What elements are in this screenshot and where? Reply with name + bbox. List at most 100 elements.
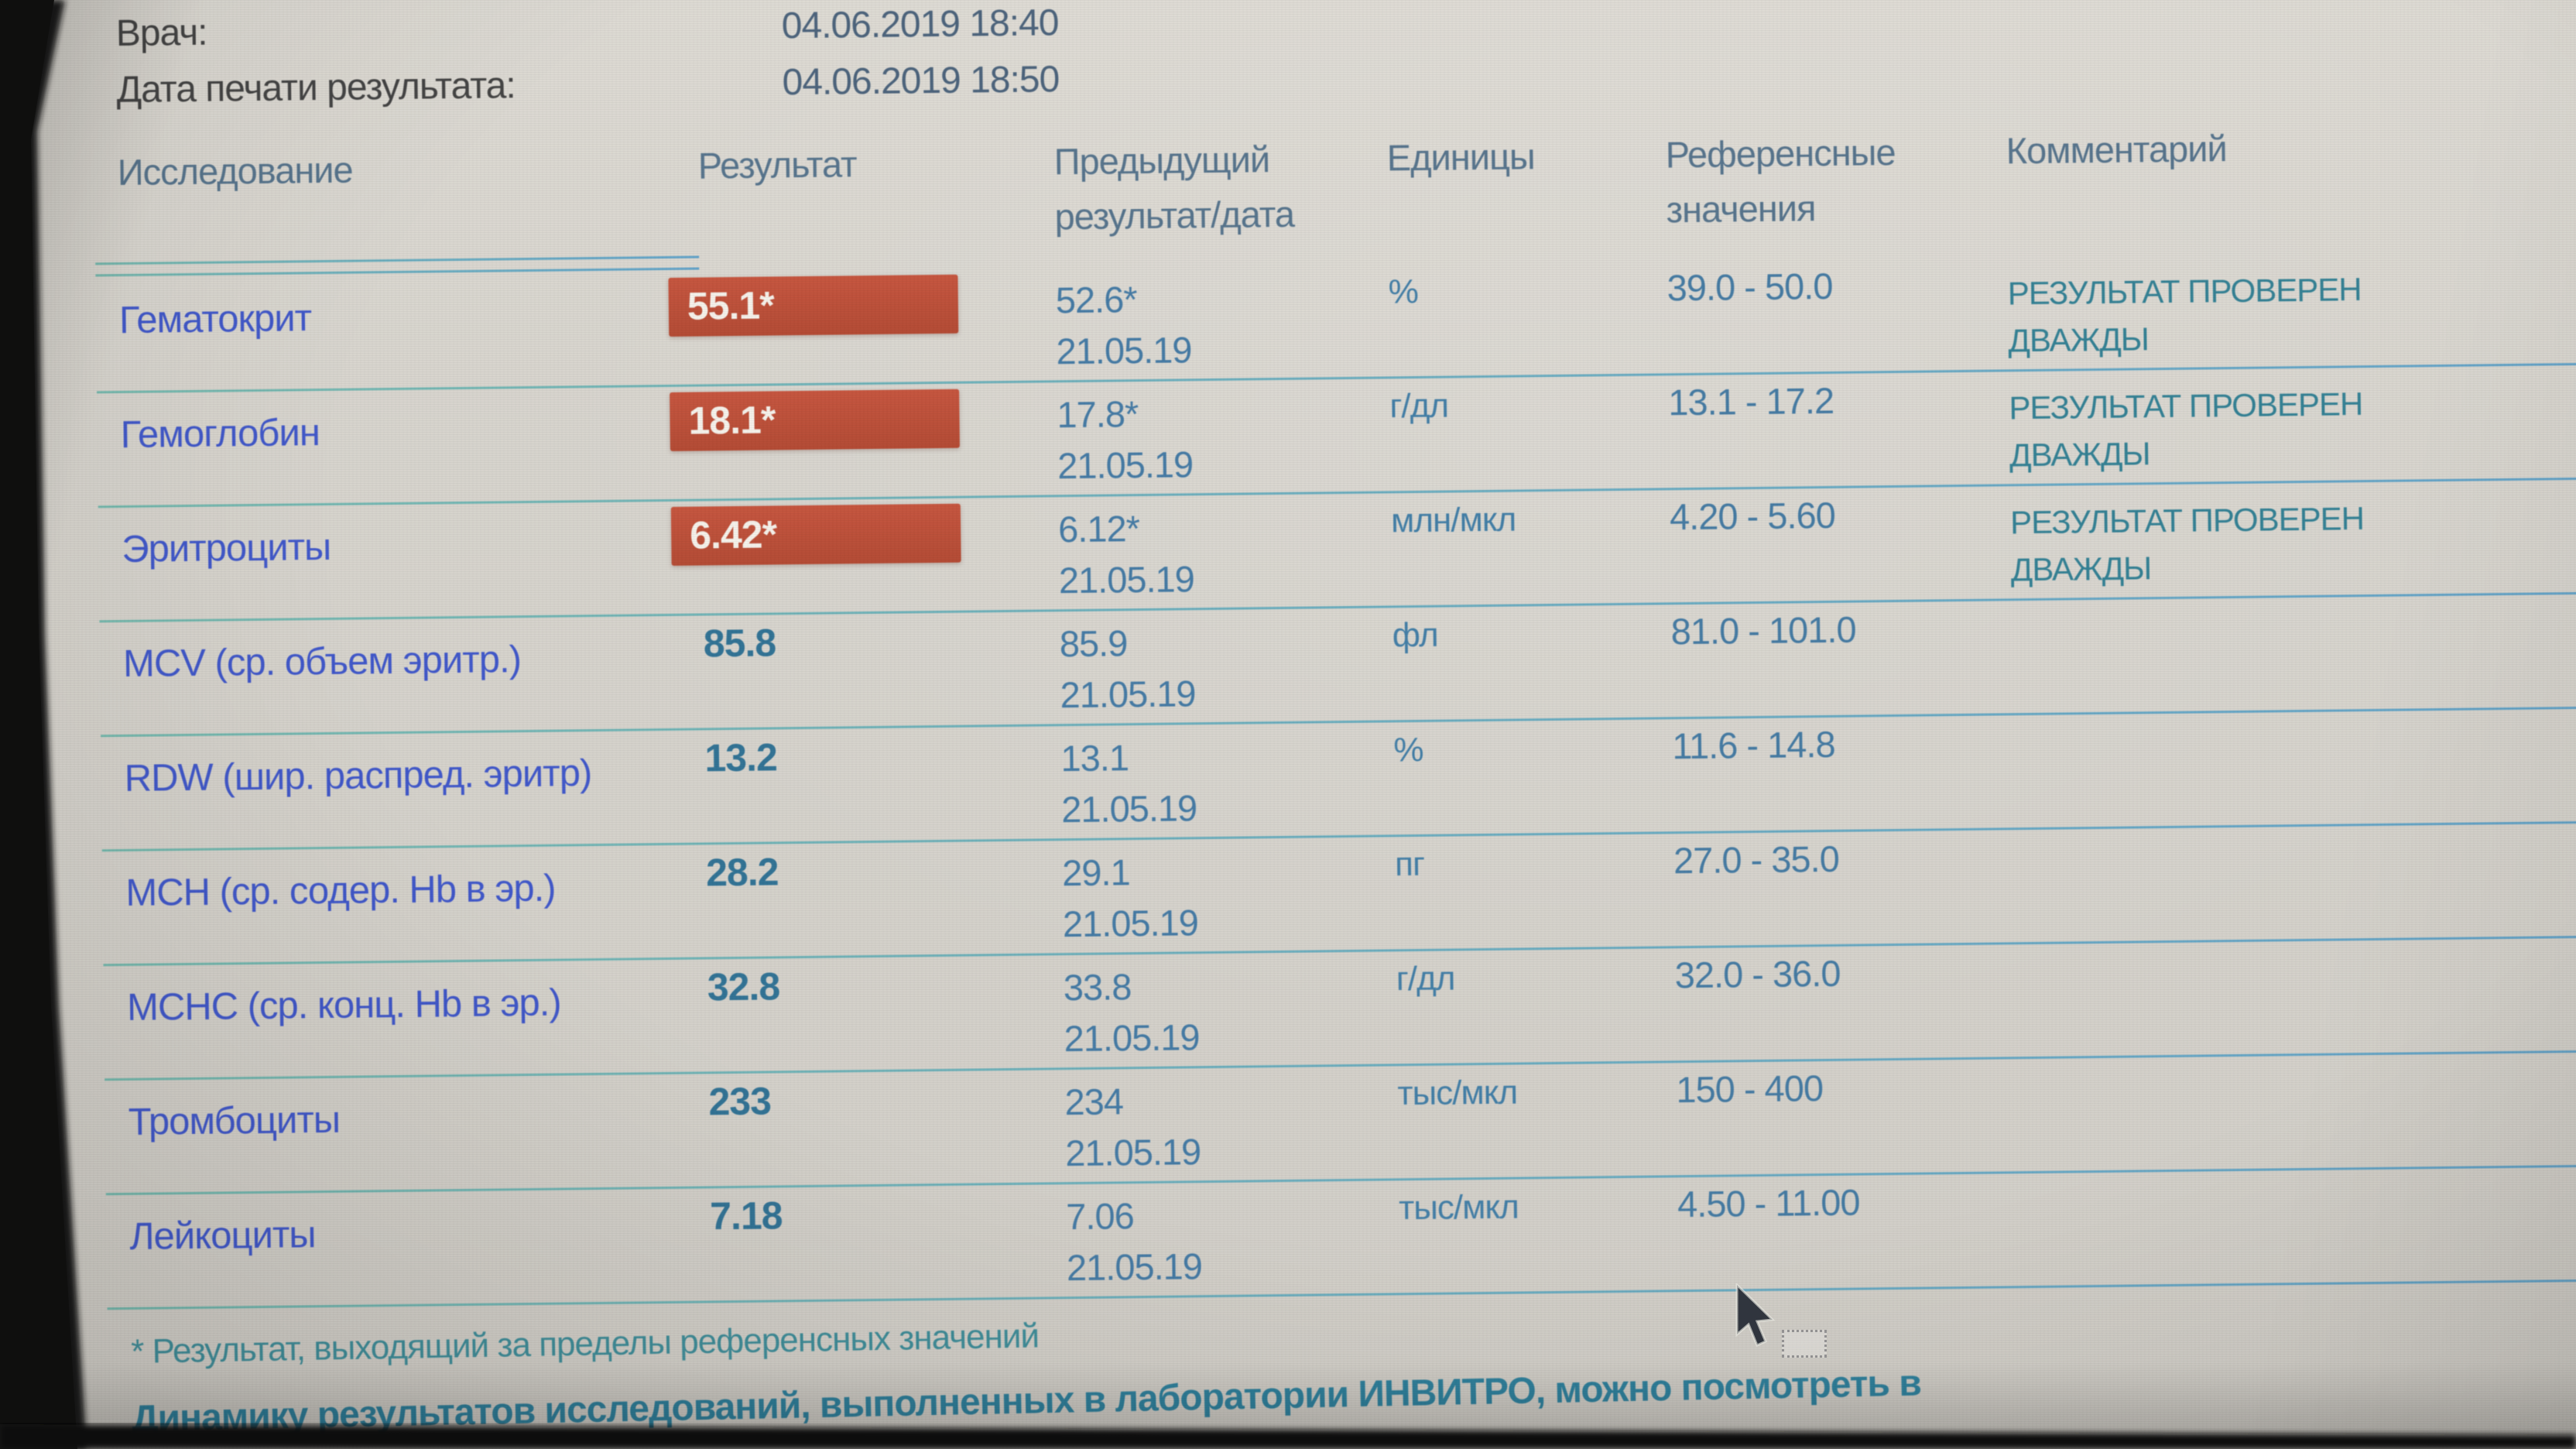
reference-range-cell: 150 - 400 (1676, 1067, 1824, 1111)
comment-cell (2016, 1052, 2467, 1172)
previous-result-cell: 7.06 21.05.19 (1066, 1178, 1400, 1297)
result-value: 28.2 (705, 850, 779, 895)
result-value: 85.8 (703, 621, 776, 666)
units-cell: г/дл (1396, 959, 1455, 999)
previous-result-cell: 13.1 21.05.19 (1060, 720, 1395, 838)
comment-cell (2011, 594, 2461, 714)
previous-result-value: 7.06 (1065, 1195, 1135, 1238)
comment-cell (2015, 937, 2465, 1057)
previous-result-date: 21.05.19 (1064, 1016, 1200, 1060)
print-datetime: 04.06.2019 18:50 (782, 59, 1060, 104)
previous-result-cell: 17.8* 21.05.19 (1057, 376, 1391, 495)
previous-result-date: 21.05.19 (1058, 558, 1195, 601)
result-value: 6.42* (670, 503, 961, 566)
lab-report-document: Врач: 04.06.2019 18:40 Дата печати резул… (107, 0, 2576, 1440)
result-cell: 13.2 (704, 724, 1062, 842)
result-cell: 233 (708, 1067, 1066, 1186)
test-name: RDW (шир. распред. эритр) (124, 752, 592, 800)
comment-cell: РЕЗУЛЬТАТ ПРОВЕРЕН ДВАЖДЫ (2007, 271, 2362, 359)
previous-result-date: 21.05.19 (1064, 1131, 1201, 1174)
comment-cell (2014, 823, 2465, 943)
print-date-row: Дата печати результата: 04.06.2019 18:50 (116, 41, 2576, 111)
result-value: 55.1* (668, 274, 959, 337)
test-name: MCV (ср. объем эритр.) (122, 639, 522, 685)
result-value: 13.2 (704, 735, 778, 780)
reference-range-cell: 13.1 - 17.2 (1668, 379, 1834, 423)
previous-result-cell: 234 21.05.19 (1064, 1064, 1399, 1182)
reference-range-cell: 81.0 - 101.0 (1670, 608, 1856, 653)
result-value: 32.8 (707, 964, 780, 1009)
result-cell: 55.1* (668, 265, 1057, 384)
previous-result-date: 21.05.19 (1062, 902, 1199, 945)
units-cell: % (1388, 272, 1419, 311)
test-name: Лейкоциты (129, 1214, 316, 1258)
monitor-bezel-bottom (0, 1424, 2576, 1449)
previous-result-value: 17.8* (1057, 393, 1139, 436)
result-value: 233 (708, 1079, 772, 1124)
units-cell: г/дл (1389, 386, 1449, 426)
comment-cell: РЕЗУЛЬТАТ ПРОВЕРЕН ДВАЖДЫ (2009, 385, 2363, 474)
header-comment: Комментарий (2006, 128, 2227, 172)
previous-result-value: 13.1 (1060, 737, 1129, 779)
monitor-bezel-left (0, 0, 87, 1449)
previous-result-date: 21.05.19 (1060, 787, 1197, 831)
doctor-label: Врач: (115, 12, 207, 54)
result-value: 18.1* (670, 389, 960, 451)
reference-range-cell: 39.0 - 50.0 (1667, 265, 1833, 309)
units-cell: млн/мкл (1390, 500, 1516, 540)
previous-result-value: 6.12* (1057, 508, 1140, 550)
comment-cell (2018, 1166, 2468, 1286)
previous-result-value: 29.1 (1061, 851, 1130, 894)
previous-result-cell: 52.6* 21.05.19 (1055, 262, 1389, 380)
previous-result-cell: 85.9 21.05.19 (1059, 605, 1393, 724)
previous-result-date: 21.05.19 (1056, 329, 1192, 372)
test-name: Гемоглобин (120, 412, 320, 456)
units-cell: % (1393, 730, 1423, 769)
selection-marquee-box (1782, 1330, 1827, 1358)
test-name: Гематокрит (118, 297, 312, 341)
result-cell: 32.8 (707, 953, 1064, 1071)
previous-result-value: 33.8 (1063, 966, 1132, 1009)
result-cell: 18.1* (670, 380, 1058, 498)
result-cell: 28.2 (706, 838, 1064, 957)
result-cell: 6.42* (670, 495, 1060, 613)
units-cell: пг (1394, 844, 1425, 884)
units-cell: фл (1392, 615, 1438, 655)
test-name: Тромбоциты (128, 1098, 341, 1143)
report-meta: Врач: 04.06.2019 18:40 Дата печати резул… (115, 0, 2576, 111)
previous-result-cell: 33.8 21.05.19 (1063, 949, 1397, 1067)
units-cell: тыс/мкл (1397, 1073, 1518, 1113)
header-previous: Предыдущий результат/дата (1053, 139, 1295, 237)
previous-result-value: 85.9 (1059, 622, 1128, 665)
reference-range-cell: 27.0 - 35.0 (1673, 838, 1840, 882)
header-result: Результат (697, 143, 857, 187)
previous-result-date: 21.05.19 (1066, 1245, 1203, 1289)
previous-result-value: 52.6* (1055, 279, 1137, 321)
result-value: 7.18 (709, 1194, 783, 1238)
units-cell: тыс/мкл (1398, 1187, 1519, 1228)
reference-range-cell: 32.0 - 36.0 (1674, 952, 1841, 996)
comment-cell (2012, 708, 2463, 828)
reference-range-cell: 4.50 - 11.00 (1677, 1181, 1860, 1225)
reference-range-cell: 11.6 - 14.8 (1672, 723, 1835, 767)
result-cell: 85.8 (703, 609, 1060, 728)
test-name: Эритроциты (122, 526, 331, 570)
print-date-label: Дата печати результата: (116, 65, 516, 111)
doctor-datetime: 04.06.2019 18:40 (781, 2, 1059, 47)
previous-result-value: 234 (1064, 1081, 1124, 1123)
previous-result-cell: 29.1 21.05.19 (1062, 834, 1396, 953)
previous-result-cell: 6.12* 21.05.19 (1058, 491, 1392, 609)
mouse-cursor-icon (1735, 1283, 1776, 1348)
previous-result-date: 21.05.19 (1060, 673, 1196, 716)
result-cell: 7.18 (710, 1182, 1067, 1300)
previous-result-date: 21.05.19 (1057, 444, 1194, 487)
comment-cell: РЕЗУЛЬТАТ ПРОВЕРЕН ДВАЖДЫ (2009, 500, 2365, 588)
header-test: Исследование (117, 149, 353, 193)
header-reference: Референсные значения (1665, 131, 1896, 230)
header-units: Единицы (1386, 135, 1535, 179)
reference-range-cell: 4.20 - 5.60 (1669, 494, 1836, 538)
test-name: MCHC (ср. конц. Hb в эр.) (126, 981, 561, 1029)
test-name: MCH (ср. содер. Hb в эр.) (125, 867, 556, 914)
table-body: Гематокрит 55.1* 52.6* 21.05.19 % 39.0 -… (118, 248, 2576, 1307)
